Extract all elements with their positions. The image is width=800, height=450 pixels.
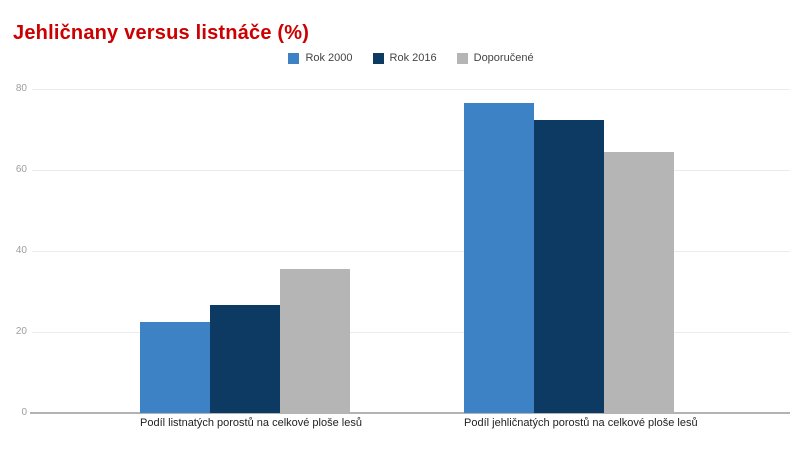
bar (280, 269, 350, 413)
grid-line (32, 250, 790, 252)
chart-legend: Rok 2000 Rok 2016 Doporučené (32, 51, 790, 65)
y-axis-tick-label: 80 (15, 83, 27, 94)
chart-title: Jehličnany versus listnáče (%) (13, 22, 310, 44)
x-axis-baseline (30, 412, 790, 414)
bar (604, 152, 674, 413)
y-axis-tick-label: 0 (21, 407, 27, 418)
legend-swatch-icon (456, 52, 468, 64)
legend-label: Rok 2016 (389, 52, 437, 64)
y-axis-tick-label: 20 (15, 326, 27, 337)
y-axis-tick-label: 40 (15, 245, 27, 256)
legend-swatch-icon (288, 52, 300, 64)
legend-label: Rok 2000 (305, 52, 353, 64)
grid-line (32, 169, 790, 171)
bar (464, 103, 534, 413)
y-axis-tick-label: 60 (15, 164, 27, 175)
legend-item-rok-2000: Rok 2000 (288, 52, 353, 64)
x-axis-category-label: Podíl listnatých porostů na celkové ploš… (140, 417, 362, 429)
legend-label: Doporučené (473, 52, 534, 64)
x-axis-category-label: Podíl jehličnatých porostů na celkové pl… (464, 417, 698, 429)
legend-item-rok-2016: Rok 2016 (372, 52, 437, 64)
bar (534, 120, 604, 413)
legend-swatch-icon (372, 52, 384, 64)
bar (140, 321, 210, 413)
grid-line (32, 88, 790, 90)
grid-line (32, 331, 790, 333)
chart-plot-area: 0 20 40 60 80 Podíl listnatých porostů na cel… (16, 84, 790, 429)
legend-item-doporucene: Doporučené (456, 52, 534, 64)
bar (210, 304, 280, 413)
